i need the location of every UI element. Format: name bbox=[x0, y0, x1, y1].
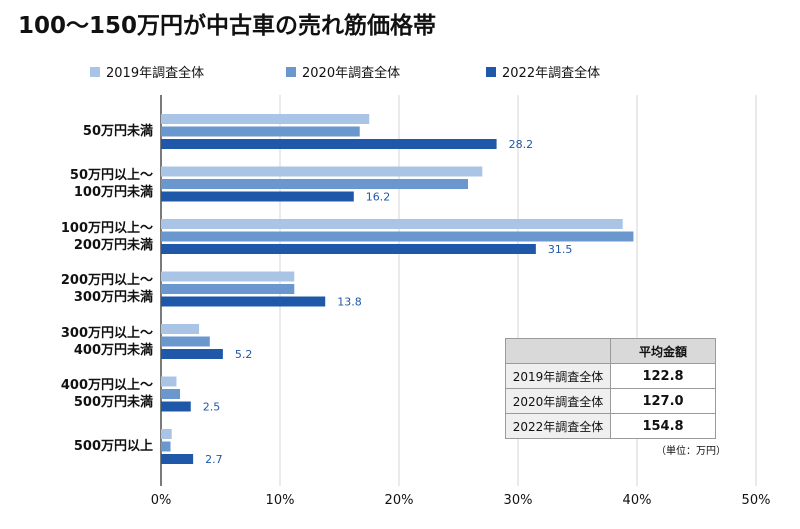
legend-item-2022: 2022年調査全体 bbox=[486, 62, 600, 81]
avg-table-row-value: 122.8 bbox=[610, 363, 716, 389]
category-label-line: 50万円未満 bbox=[82, 124, 153, 139]
bar-2019 bbox=[161, 324, 200, 334]
bar-2020 bbox=[161, 441, 171, 452]
category-label-line: 400万円未満 bbox=[73, 342, 153, 358]
bar-2022 bbox=[161, 401, 191, 412]
data-label: 2.5 bbox=[203, 401, 221, 414]
bar-2020 bbox=[161, 389, 181, 399]
bar-2022 bbox=[161, 244, 536, 254]
bar-2019 bbox=[161, 429, 172, 439]
bar-2019 bbox=[161, 166, 483, 177]
category-label-line: 500万円未満 bbox=[73, 395, 153, 410]
bar-2019 bbox=[161, 219, 623, 229]
data-label: 2.7 bbox=[205, 453, 223, 466]
legend-label-2022: 2022年調査全体 bbox=[502, 66, 601, 81]
unit-note: （単位：万円） bbox=[656, 446, 726, 457]
avg-table-corner bbox=[505, 338, 611, 364]
bar-2022 bbox=[161, 139, 497, 149]
avg-table-row: 2022年調査全体 154.8 bbox=[505, 413, 716, 439]
legend-item-2019: 2019年調査全体 bbox=[90, 62, 204, 81]
bar-2020 bbox=[161, 284, 295, 294]
bar-2022 bbox=[161, 191, 354, 202]
x-tick-label: 30% bbox=[504, 493, 533, 508]
bar-2020 bbox=[161, 179, 469, 189]
legend-swatch-2019 bbox=[90, 66, 100, 77]
data-label: 5.2 bbox=[235, 348, 253, 361]
bar-2022 bbox=[161, 454, 194, 464]
category-label-line: 300万円未満 bbox=[73, 290, 153, 305]
data-label: 31.5 bbox=[548, 243, 573, 256]
category-label: 50万円未満 bbox=[0, 123, 153, 140]
bar-2019 bbox=[161, 376, 177, 387]
legend-item-2020: 2020年調査全体 bbox=[286, 62, 400, 81]
bar-2022 bbox=[161, 349, 223, 359]
avg-table-row: 2020年調査全体 127.0 bbox=[505, 388, 716, 414]
x-tick-label: 40% bbox=[623, 493, 652, 508]
category-label-line: 50万円以上～ bbox=[69, 168, 153, 183]
category-label-line: 500万円以上 bbox=[73, 439, 153, 454]
legend-label-2020: 2020年調査全体 bbox=[302, 66, 401, 81]
legend-swatch-2020 bbox=[286, 66, 296, 77]
avg-table-row-label: 2022年調査全体 bbox=[505, 413, 611, 439]
avg-table-header-row: 平均金額 bbox=[505, 338, 716, 364]
chart-title: 100～150万円が中古車の売れ筋価格帯 bbox=[18, 13, 437, 39]
category-label: 200万円以上～ 300万円未満 bbox=[0, 272, 153, 306]
category-label-line: 100万円未満 bbox=[73, 185, 153, 200]
category-label: 50万円以上～ 100万円未満 bbox=[0, 167, 153, 201]
category-label: 500万円以上 bbox=[0, 438, 153, 455]
category-label: 300万円以上～ 400万円未満 bbox=[0, 325, 153, 359]
bar-2022 bbox=[161, 296, 326, 307]
category-label-line: 100万円以上～ bbox=[60, 220, 153, 236]
x-tick-label: 10% bbox=[266, 493, 295, 508]
data-label: 13.8 bbox=[337, 296, 362, 309]
bar-2019 bbox=[161, 114, 370, 124]
category-label: 400万円以上～ 500万円未満 bbox=[0, 377, 153, 411]
avg-table-row-value: 154.8 bbox=[610, 413, 716, 439]
x-tick-label: 50% bbox=[742, 493, 771, 508]
avg-table-row: 2019年調査全体 122.8 bbox=[505, 363, 716, 389]
avg-table-row-value: 127.0 bbox=[610, 388, 716, 414]
x-tick-label: 20% bbox=[385, 493, 414, 508]
category-label-line: 200万円未満 bbox=[73, 237, 153, 253]
bar-2019 bbox=[161, 271, 295, 282]
bar-2020 bbox=[161, 336, 210, 347]
avg-table-row-label: 2019年調査全体 bbox=[505, 363, 611, 389]
avg-table-row-label: 2020年調査全体 bbox=[505, 388, 611, 414]
category-label-line: 200万円以上～ bbox=[60, 273, 153, 288]
category-label-line: 400万円以上～ bbox=[60, 378, 153, 393]
data-label: 28.2 bbox=[509, 138, 533, 151]
bar-2020 bbox=[161, 126, 360, 137]
category-label: 100万円以上～ 200万円未満 bbox=[0, 220, 153, 254]
legend-swatch-2022 bbox=[486, 66, 496, 77]
legend: 2019年調査全体 2020年調査全体 2022年調査全体 bbox=[0, 62, 800, 82]
average-price-table: 平均金額 2019年調査全体 122.8 2020年調査全体 127.0 202… bbox=[505, 338, 716, 439]
avg-table-header: 平均金額 bbox=[610, 338, 716, 364]
legend-label-2019: 2019年調査全体 bbox=[106, 66, 205, 81]
data-label: 16.2 bbox=[366, 191, 391, 204]
category-label-line: 300万円以上～ bbox=[60, 325, 153, 341]
x-tick-label: 0% bbox=[151, 493, 172, 508]
bar-2020 bbox=[161, 231, 634, 242]
